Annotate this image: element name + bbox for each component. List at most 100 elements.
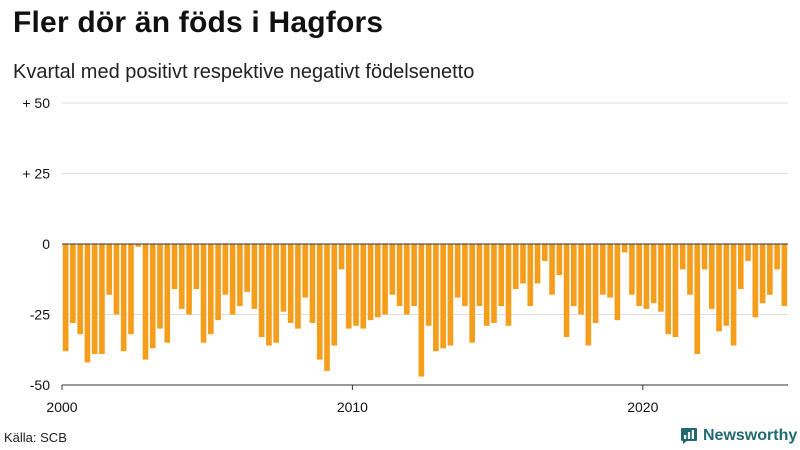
bar — [360, 244, 367, 329]
bar — [687, 244, 693, 295]
bar — [476, 244, 483, 307]
bar — [556, 244, 563, 276]
bar — [411, 244, 417, 307]
bar — [454, 244, 461, 298]
bar — [382, 244, 388, 315]
bar — [331, 244, 338, 346]
y-tick-label: + 50 — [22, 95, 50, 111]
bar — [84, 244, 91, 363]
bar — [658, 244, 664, 312]
chart-title: Fler dör än föds i Hagfors — [13, 6, 384, 39]
bar — [367, 244, 374, 321]
bar — [440, 244, 446, 349]
bar — [142, 244, 149, 360]
bar — [287, 244, 294, 323]
bar — [672, 244, 679, 338]
bar — [505, 244, 512, 326]
bar — [404, 244, 410, 315]
bar — [629, 244, 635, 295]
y-tick-label: -25 — [30, 307, 50, 323]
bar — [374, 244, 381, 318]
bars — [62, 244, 788, 377]
bar — [571, 244, 577, 307]
bar — [106, 244, 113, 295]
bar — [614, 244, 621, 321]
bar — [737, 244, 744, 290]
source-note: Källa: SCB — [4, 430, 67, 445]
bar — [767, 244, 773, 295]
bar — [266, 244, 272, 346]
bar — [338, 244, 345, 270]
bar — [280, 244, 287, 312]
x-tick-label: 2000 — [46, 399, 77, 415]
brand-name: Newsworthy — [703, 427, 798, 444]
bar — [600, 244, 606, 295]
bar — [578, 244, 584, 315]
bar — [77, 244, 83, 335]
bar — [679, 244, 686, 270]
bar — [716, 244, 722, 332]
bar — [694, 244, 701, 354]
bar — [396, 244, 403, 307]
bar — [258, 244, 265, 338]
bar — [208, 244, 214, 335]
bar — [607, 244, 613, 298]
bar — [229, 244, 236, 315]
y-tick-labels: + 50 + 25 0 -25 -50 — [22, 95, 50, 393]
bar — [309, 244, 316, 323]
y-tick-label: -50 — [30, 377, 50, 393]
bar — [237, 244, 243, 307]
bar — [665, 244, 672, 335]
bar — [273, 244, 279, 343]
bar — [730, 244, 737, 346]
bar — [491, 244, 497, 323]
bar — [244, 244, 250, 292]
bar — [541, 244, 548, 261]
bar — [316, 244, 323, 360]
bar — [157, 244, 163, 329]
bar — [91, 244, 98, 354]
bar — [592, 244, 599, 323]
bar — [345, 244, 352, 329]
bar — [186, 244, 192, 315]
bar — [164, 244, 171, 343]
bar — [774, 244, 780, 270]
bar — [498, 244, 505, 307]
bar — [621, 244, 628, 253]
bar — [215, 244, 221, 321]
bar — [128, 244, 134, 335]
y-tick-label: + 25 — [22, 166, 50, 182]
bar — [520, 244, 526, 284]
bar — [389, 244, 396, 295]
bar — [171, 244, 178, 290]
x-tick-labels: 2000 2010 2020 — [46, 399, 658, 415]
bar — [418, 244, 425, 377]
bar — [99, 244, 105, 354]
bar — [636, 244, 642, 307]
bar — [483, 244, 490, 326]
x-tick-label: 2020 — [627, 399, 658, 415]
bar — [62, 244, 69, 352]
bar — [178, 244, 185, 309]
bar — [353, 244, 359, 326]
bar — [723, 244, 730, 326]
bar — [534, 244, 541, 284]
y-tick-label: 0 — [42, 236, 50, 252]
bar — [585, 244, 592, 346]
bar — [549, 244, 555, 295]
bar — [222, 244, 229, 295]
bar — [113, 244, 120, 315]
bar — [563, 244, 570, 338]
bar — [447, 244, 454, 346]
bar — [759, 244, 766, 304]
bar — [135, 244, 142, 247]
bar — [251, 244, 258, 309]
bar — [302, 244, 309, 298]
bar — [708, 244, 715, 309]
bar — [433, 244, 439, 352]
bar — [193, 244, 200, 290]
bar — [469, 244, 476, 343]
bar — [462, 244, 468, 307]
bar — [701, 244, 708, 270]
bar — [643, 244, 650, 309]
